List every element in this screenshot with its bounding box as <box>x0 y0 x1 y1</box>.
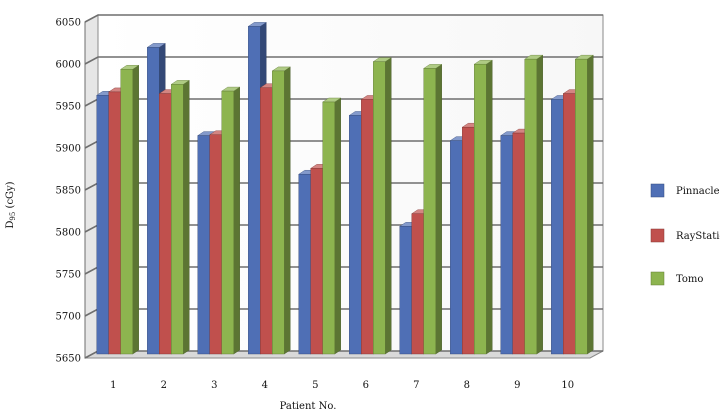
bar <box>524 54 544 355</box>
y-axis-title: D95 (cGy) <box>5 181 17 228</box>
y-axis-title-sub: 95 <box>9 212 17 221</box>
y-tick-label: 5750 <box>56 270 81 281</box>
x-tick-label: 1 <box>110 380 116 391</box>
x-tick-label: 7 <box>413 380 419 391</box>
bar <box>372 57 392 355</box>
legend-item: RayStation <box>650 228 720 243</box>
y-tick-label: 6000 <box>56 60 81 71</box>
gridline <box>84 14 603 23</box>
y-tick-label: 5800 <box>56 228 81 239</box>
x-tick-label: 10 <box>561 380 574 391</box>
x-tick-label: 9 <box>514 380 520 391</box>
y-axis-title-rest: (cGy) <box>5 181 16 211</box>
x-tick-label: 8 <box>464 380 470 391</box>
y-tick-label: 5650 <box>56 354 81 365</box>
legend-label: RayStation <box>676 231 720 242</box>
y-tick-label: 5950 <box>56 102 81 113</box>
y-tick-label: 5850 <box>56 186 81 197</box>
legend-label: Tomo <box>676 274 703 285</box>
x-tick-labels: 1 2 3 4 5 6 7 8 9 10 <box>110 380 574 391</box>
x-tick-label: 3 <box>211 380 217 391</box>
bar <box>473 59 493 355</box>
y-tick-label: 6050 <box>56 18 81 29</box>
bar <box>423 64 443 355</box>
x-tick-label: 6 <box>363 380 369 391</box>
bar <box>221 86 241 355</box>
bar <box>574 54 594 355</box>
bar <box>271 66 291 355</box>
y-tick-label: 5700 <box>56 312 81 323</box>
legend-label: Pinnacle <box>676 186 720 197</box>
x-axis-title: Patient No. <box>280 401 337 412</box>
bars-group <box>96 22 594 355</box>
y-tick-labels: 5650 5700 5750 5800 5850 5900 5950 6000 6050 <box>56 18 81 365</box>
bar <box>120 64 140 355</box>
y-tick-label: 5900 <box>56 144 81 155</box>
x-tick-label: 2 <box>161 380 167 391</box>
legend-swatch <box>650 183 665 198</box>
legend-item: Pinnacle <box>650 183 720 198</box>
bar <box>170 79 190 355</box>
legend-swatch <box>650 271 665 286</box>
gridline <box>84 56 603 65</box>
legend-swatch <box>650 228 665 243</box>
legend: Pinnacle RayStation Tomo <box>650 183 720 286</box>
legend-item: Tomo <box>650 271 703 286</box>
bar <box>322 97 342 355</box>
x-tick-label: 5 <box>312 380 318 391</box>
y-axis-title-main: D <box>5 221 16 229</box>
x-tick-label: 4 <box>262 380 268 391</box>
